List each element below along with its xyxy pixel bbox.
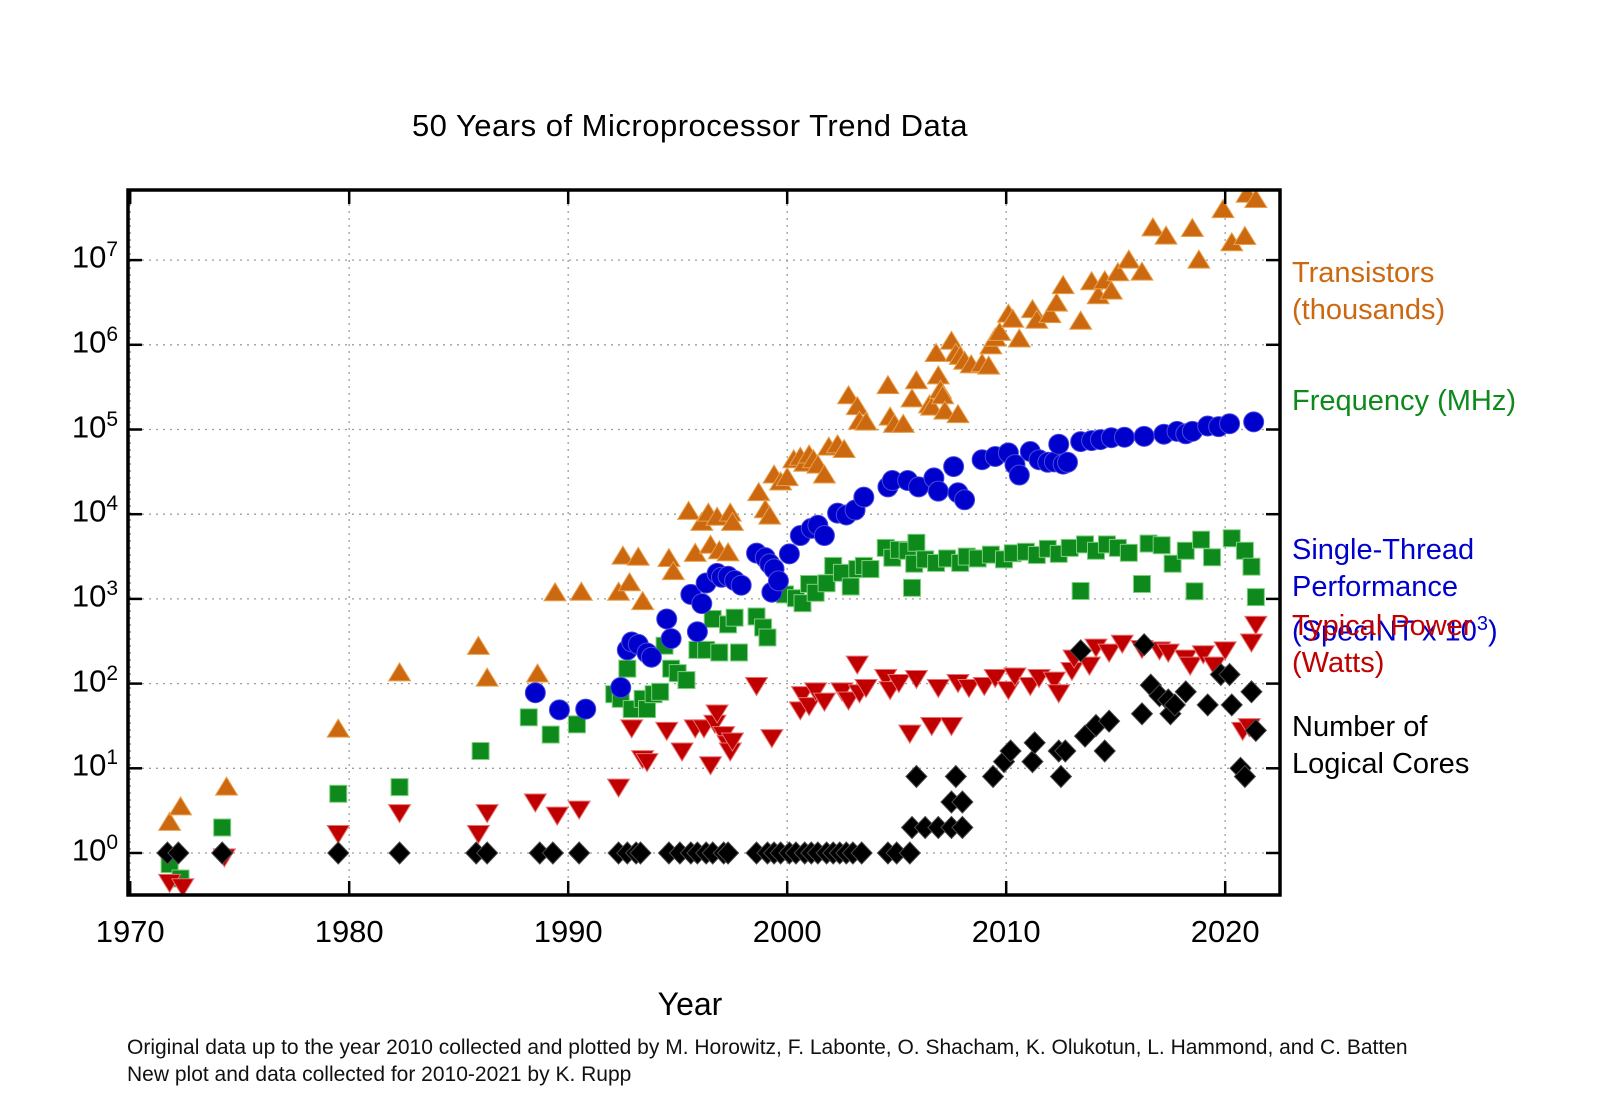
- footer-credit-line-2: New plot and data collected for 2010-202…: [127, 1063, 632, 1086]
- y-tick-label: 105: [71, 407, 118, 444]
- y-tick-label: 100: [71, 831, 118, 868]
- y-tick-label: 101: [71, 746, 118, 783]
- x-tick-label: 2020: [1190, 914, 1260, 949]
- data-series: [156, 190, 1268, 895]
- y-tick-label: 102: [71, 661, 118, 698]
- axis-ticks: [128, 190, 1280, 895]
- legend-number-of-logical-cores: Number of Logical Cores: [1292, 711, 1470, 780]
- y-tick-label: 106: [71, 322, 118, 360]
- chart-title: 50 Years of Microprocessor Trend Data: [411, 108, 969, 143]
- x-tick-label: 1980: [314, 914, 384, 949]
- y-tick-label: 107: [71, 238, 118, 275]
- footer-credit-line-1: Original data up to the year 2010 collec…: [127, 1036, 1408, 1059]
- x-axis-label: Year: [657, 986, 723, 1022]
- x-tick-label: 2010: [971, 914, 1041, 949]
- legend-typical-power-watts: Typical Power (Watts): [1292, 610, 1473, 679]
- x-tick-label: 1990: [533, 914, 603, 949]
- series-number-of-logical-cores: [156, 632, 1268, 865]
- series-transistors-thousands: [157, 190, 1268, 831]
- series-single-thread-performance-specint-x-10-3: [524, 411, 1265, 721]
- legend-single-thread-performance-specint-x-10-3: Single-Thread Performance (SpecINT x 103): [1292, 534, 1498, 648]
- y-tick-label: 104: [71, 492, 118, 529]
- x-tick-label: 2000: [752, 914, 822, 949]
- legend-transistors-thousands: Transistors (thousands): [1292, 257, 1446, 326]
- x-tick-label: 1970: [95, 914, 165, 949]
- plot-border: [126, 188, 1282, 897]
- y-tick-label: 103: [71, 576, 118, 614]
- series-typical-power-watts: [157, 615, 1268, 895]
- legend-frequency-mhz: Frequency (MHz): [1292, 385, 1516, 417]
